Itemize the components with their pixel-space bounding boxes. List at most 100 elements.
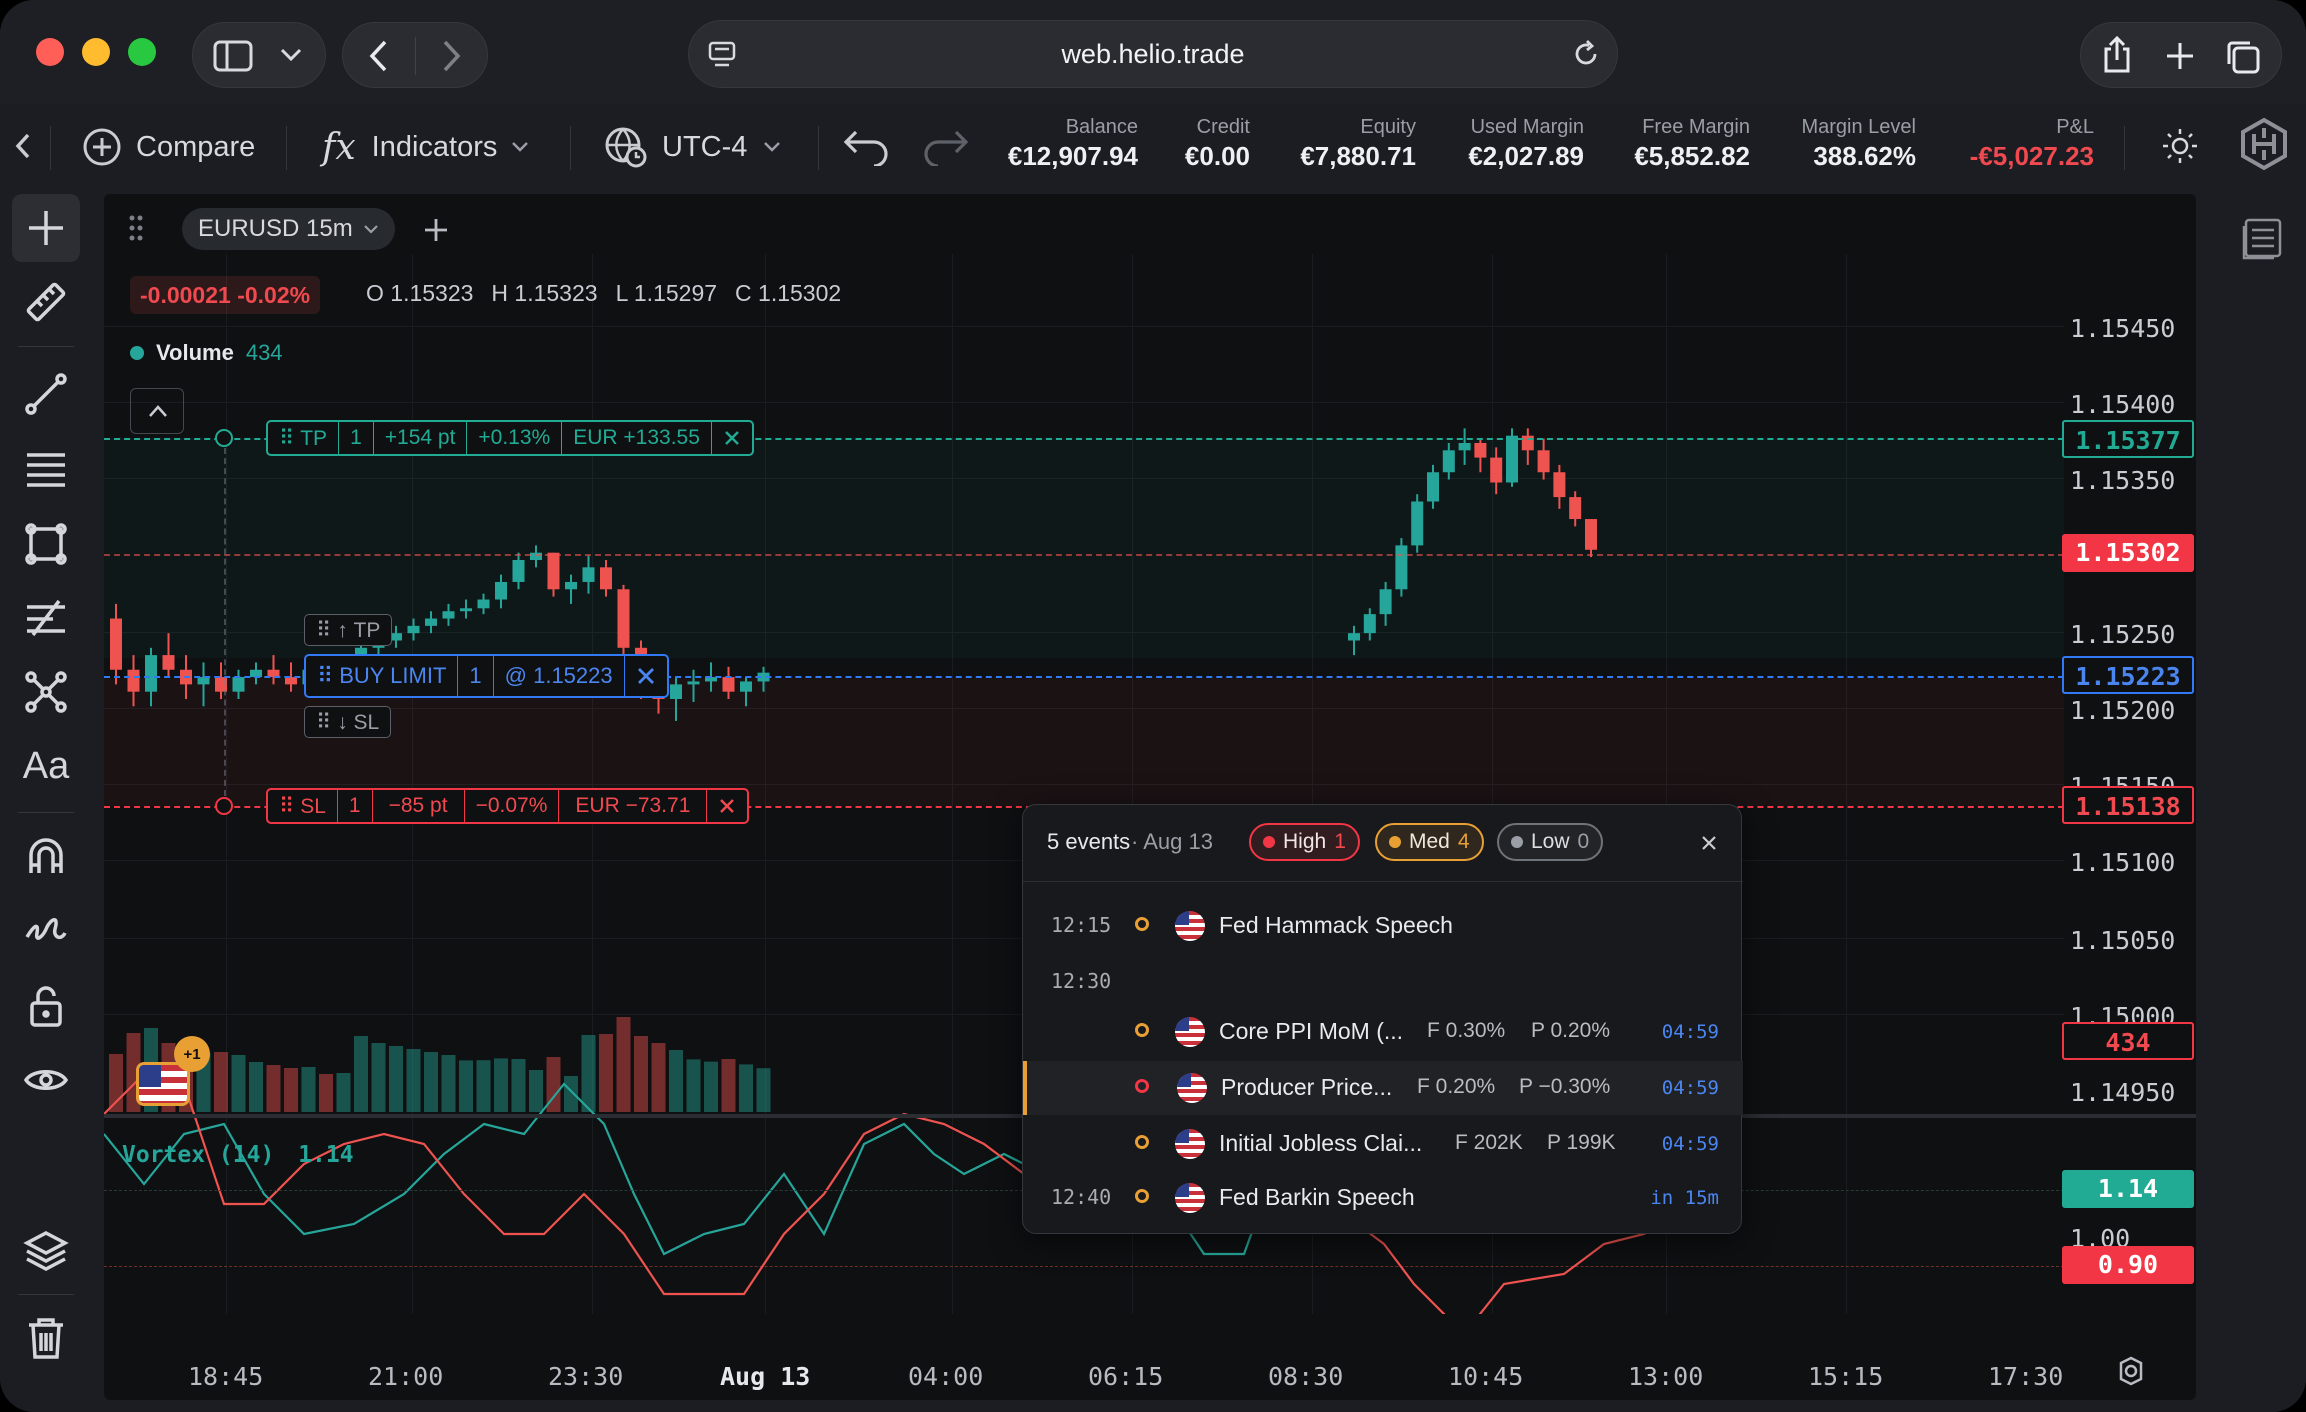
- event-marker-us[interactable]: [136, 1062, 190, 1106]
- add-chart-icon[interactable]: [422, 216, 450, 244]
- event-count-badge[interactable]: +1: [174, 1036, 210, 1072]
- shape-tool[interactable]: [12, 510, 80, 578]
- volume-bar: [739, 1064, 753, 1112]
- share-icon[interactable]: [2101, 35, 2133, 75]
- candle-body: [1442, 450, 1455, 473]
- sl-price-tag: 1.15138: [2062, 786, 2194, 824]
- fib-tool[interactable]: [12, 436, 80, 504]
- event-forecast: F 0.20%: [1417, 1075, 1496, 1098]
- candle-body: [460, 608, 472, 612]
- site-settings-icon[interactable]: [707, 39, 737, 69]
- sl-order-box[interactable]: ⠿ SL 1 −85 pt −0.07% EUR −73.71: [266, 788, 750, 824]
- balance-value: €12,907.94: [1007, 141, 1138, 171]
- event-row-selected[interactable]: Producer Price... F 0.20% P −0.30% 04:59: [1023, 1061, 1743, 1115]
- zoom-window-button[interactable]: [128, 38, 156, 66]
- event-forecast: F 0.30%: [1427, 1019, 1506, 1042]
- sl-cancel-button[interactable]: [707, 790, 747, 822]
- tp-grip[interactable]: ⠿ TP: [268, 422, 340, 454]
- equity-stat: Equity €7,880.71: [1264, 116, 1416, 172]
- magnet-tool[interactable]: [12, 822, 80, 890]
- candle-body: [565, 581, 577, 590]
- margin-level-label: Margin Level: [1801, 116, 1916, 138]
- fx-icon: fx: [322, 126, 356, 168]
- ruler-tool[interactable]: [12, 268, 80, 336]
- tp-cancel-button[interactable]: [712, 422, 752, 454]
- volume-bar: [686, 1059, 701, 1112]
- theme-sun-icon[interactable]: [2160, 126, 2200, 166]
- candle-body: [477, 599, 490, 609]
- event-row[interactable]: 12:40 Fed Barkin Speech in 15m: [1023, 1171, 1743, 1225]
- close-icon[interactable]: [1701, 835, 1717, 851]
- event-row[interactable]: Initial Jobless Clai... F 202K P 199K 04…: [1023, 1117, 1743, 1171]
- delete-tool[interactable]: [12, 1304, 80, 1372]
- pattern-tool[interactable]: [12, 658, 80, 726]
- sl-grip[interactable]: ⠿ SL: [268, 790, 338, 822]
- credit-value: €0.00: [1184, 141, 1250, 171]
- collapse-icon[interactable]: [14, 132, 32, 160]
- tp-line[interactable]: [104, 438, 2064, 440]
- sidebar-toggle-button[interactable]: [192, 22, 326, 88]
- med-label: Med: [1409, 830, 1450, 853]
- buy-limit-cancel-button[interactable]: [625, 656, 667, 696]
- pitchfork-tool[interactable]: [12, 584, 80, 652]
- filter-med-pill[interactable]: Med 4: [1375, 823, 1484, 861]
- forward-icon[interactable]: [439, 39, 463, 73]
- tp-order-box[interactable]: ⠿ TP 1 +154 pt +0.13% EUR +133.55: [266, 420, 754, 456]
- time-label: 15:15: [1808, 1362, 1884, 1391]
- candle-body: [1569, 497, 1582, 520]
- crosshair-tool[interactable]: [12, 194, 80, 262]
- back-icon[interactable]: [367, 39, 391, 73]
- timezone-select[interactable]: UTC-4: [604, 122, 781, 172]
- tab-overview-icon[interactable]: [2225, 39, 2261, 75]
- compare-button[interactable]: Compare: [82, 122, 255, 172]
- volume-bar: [214, 1052, 228, 1112]
- volume-bar: [494, 1058, 508, 1112]
- chart-settings-icon[interactable]: [2114, 1354, 2148, 1388]
- price-label: 1.14950: [2070, 1078, 2176, 1107]
- candle-body: [285, 677, 297, 685]
- candle-body: [1474, 442, 1487, 458]
- reload-icon[interactable]: [1571, 39, 1601, 69]
- layers-tool[interactable]: [12, 1216, 80, 1284]
- indicators-label: Indicators: [371, 130, 498, 163]
- indicators-button[interactable]: fx Indicators: [322, 122, 529, 172]
- tp-handle[interactable]: ⠿ ↑ TP: [304, 614, 393, 646]
- undo-icon[interactable]: [842, 126, 892, 166]
- new-tab-icon[interactable]: [2165, 41, 2195, 71]
- event-countdown: 04:59: [1661, 1021, 1719, 1043]
- buy-limit-label[interactable]: ⠿ BUY LIMIT: [306, 656, 459, 696]
- watchlist-icon[interactable]: [2240, 216, 2284, 260]
- filter-low-pill[interactable]: Low 0: [1497, 823, 1604, 861]
- events-title: 5 events: [1047, 829, 1131, 854]
- brush-tool[interactable]: [12, 896, 80, 964]
- sl-handle[interactable]: ⠿ ↓ SL: [304, 706, 392, 738]
- event-row[interactable]: Core PPI MoM (... F 0.30% P 0.20% 04:59: [1023, 1005, 1743, 1059]
- entry-line[interactable]: [104, 676, 2064, 678]
- filter-high-pill[interactable]: High 1: [1249, 823, 1360, 861]
- sl-anchor[interactable]: [215, 797, 233, 815]
- symbol-select[interactable]: EURUSD 15m: [182, 208, 395, 250]
- tp-anchor[interactable]: [215, 429, 233, 447]
- drag-handle-icon[interactable]: [128, 214, 144, 242]
- address-bar[interactable]: web.helio.trade: [688, 20, 1618, 88]
- event-row[interactable]: 12:15 Fed Hammack Speech: [1023, 899, 1743, 953]
- trendline-tool[interactable]: [12, 360, 80, 428]
- text-tool[interactable]: Aa: [12, 732, 80, 800]
- helio-logo-icon[interactable]: [2236, 116, 2292, 172]
- redo-icon[interactable]: [920, 126, 970, 166]
- lock-tool[interactable]: [12, 972, 80, 1040]
- event-name: Producer Price...: [1221, 1074, 1393, 1100]
- volume-bar: [371, 1043, 386, 1112]
- collapse-legend-button[interactable]: [130, 388, 184, 434]
- volume-tag: 434: [2062, 1022, 2194, 1060]
- visibility-tool[interactable]: [12, 1046, 80, 1114]
- buy-limit-order-box[interactable]: ⠿ BUY LIMIT 1 @ 1.15223: [304, 654, 669, 698]
- close-window-button[interactable]: [36, 38, 64, 66]
- price-label: 1.15200: [2070, 696, 2176, 725]
- chart-area[interactable]: EURUSD 15m -0.00021 -0.02% O 1.15323 H 1…: [104, 194, 2196, 1400]
- impact-dot: [1135, 1135, 1149, 1149]
- price-axis[interactable]: [2064, 194, 2196, 1314]
- credit-label: Credit: [1196, 116, 1250, 138]
- minimize-window-button[interactable]: [82, 38, 110, 66]
- vortex-label: Vortex (14) 1.14: [122, 1142, 354, 1168]
